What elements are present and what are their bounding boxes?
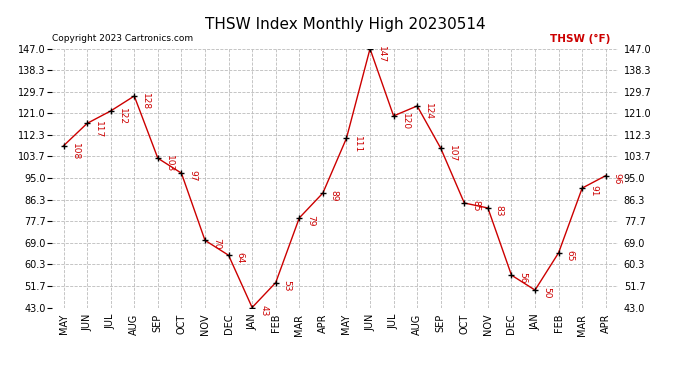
Text: 128: 128	[141, 93, 150, 110]
Text: THSW Index Monthly High 20230514: THSW Index Monthly High 20230514	[205, 17, 485, 32]
Text: 50: 50	[542, 287, 551, 299]
Text: 65: 65	[566, 250, 575, 261]
Text: 70: 70	[212, 237, 221, 249]
Text: 85: 85	[471, 200, 480, 212]
Text: 97: 97	[188, 170, 197, 182]
Text: 64: 64	[235, 252, 244, 264]
Text: Copyright 2023 Cartronics.com: Copyright 2023 Cartronics.com	[52, 34, 193, 43]
Text: 56: 56	[518, 272, 527, 284]
Text: 117: 117	[94, 121, 103, 138]
Text: 120: 120	[400, 113, 410, 130]
Text: 79: 79	[306, 215, 315, 226]
Text: 108: 108	[70, 143, 79, 160]
Text: 43: 43	[259, 305, 268, 316]
Text: 89: 89	[330, 190, 339, 202]
Text: 111: 111	[353, 135, 362, 153]
Text: 147: 147	[377, 46, 386, 63]
Text: 103: 103	[165, 156, 174, 173]
Text: 107: 107	[448, 146, 457, 163]
Text: 122: 122	[117, 108, 127, 125]
Text: 124: 124	[424, 103, 433, 120]
Text: 53: 53	[283, 280, 292, 291]
Text: 83: 83	[495, 205, 504, 217]
Text: 96: 96	[613, 173, 622, 184]
Text: THSW (°F): THSW (°F)	[551, 34, 611, 44]
Text: 91: 91	[589, 185, 598, 197]
